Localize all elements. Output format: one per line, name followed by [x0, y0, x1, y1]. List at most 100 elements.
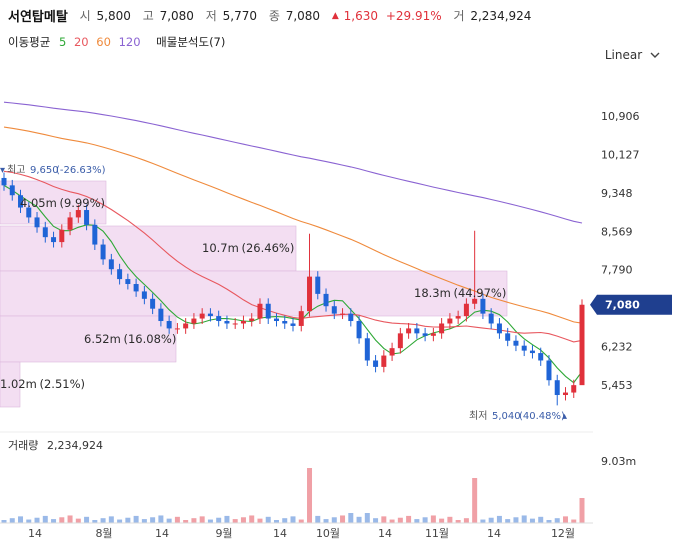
change-value: 1,630 — [343, 8, 378, 23]
volume-bar — [340, 515, 346, 523]
volume-bar — [174, 516, 180, 523]
volume-profile-volume: 10.7m — [202, 241, 239, 255]
candle-body — [191, 318, 197, 324]
high-label: 고 — [142, 9, 154, 23]
volume-bar — [488, 517, 494, 523]
candle-body — [562, 392, 568, 396]
candle-body — [26, 207, 32, 218]
volume-bar — [422, 517, 428, 523]
volume-bar — [513, 517, 519, 523]
candle-body — [1, 177, 7, 186]
open-label: 시 — [79, 9, 91, 23]
change-up-icon: ▲ — [331, 10, 339, 21]
candle-body — [397, 333, 403, 349]
volume-bar — [472, 478, 478, 523]
candle-body — [554, 380, 560, 396]
volume-bar — [1, 520, 7, 523]
candle-body — [51, 237, 57, 243]
volume-bar — [199, 516, 205, 523]
volume-bar — [59, 517, 65, 523]
candle-body — [455, 316, 461, 319]
candle-body — [92, 224, 98, 245]
volume-bar — [364, 513, 370, 523]
volume-bar — [546, 520, 552, 523]
candle-body — [75, 210, 81, 218]
volume-bar — [290, 516, 296, 523]
volume-profile-band — [0, 361, 21, 408]
high-marker-label: 최고 — [7, 164, 25, 176]
candle-body — [240, 321, 246, 324]
volume-profile-label[interactable]: 매물분석도(7) — [156, 35, 226, 49]
volume-bar — [265, 516, 271, 523]
candle-body — [463, 303, 469, 317]
candle-body — [9, 185, 15, 196]
volume-profile — [0, 180, 508, 408]
candle-body — [84, 210, 90, 225]
x-tick-label: 14 — [378, 527, 392, 540]
volume-profile-percent: (2.51%) — [40, 377, 86, 391]
x-tick-label: 14 — [28, 527, 42, 540]
time-axis: 14 8월 14 9월 14 10월 14 11월 14 12월 — [0, 522, 593, 540]
volume-value: 2,234,924 — [470, 8, 532, 23]
volume-bar — [42, 515, 48, 523]
chart-labels: ▾ 최고 9,650(-26.63%) 최저 5,040(40.48%)▴ 4.05m (9… — [0, 164, 567, 422]
price-tick-label: 6,232 — [601, 341, 633, 354]
candle-body — [538, 353, 544, 361]
stock-header: 서연탑메탈 시 5,800 고 7,080 저 5,770 종 7,080 ▲ … — [0, 0, 678, 50]
volume-bar — [439, 518, 445, 523]
volume-profile-volume: 18.3m — [414, 286, 451, 300]
volume-bar — [480, 519, 486, 523]
volume-bar — [51, 519, 57, 523]
ma5-label: 5 — [58, 35, 67, 49]
volume-bar — [463, 518, 469, 523]
x-tick-label: 12월 — [551, 527, 575, 540]
moving-average-label[interactable]: 이동평균 — [8, 35, 51, 49]
candle-body — [290, 323, 296, 326]
volume-bar — [455, 520, 461, 523]
candle-body — [183, 323, 189, 329]
volume-panel: 거래량 2,234,924 9.03m — [0, 431, 636, 523]
scale-mode-dropdown[interactable]: Linear — [605, 48, 660, 62]
volume-bar — [496, 515, 502, 523]
price-tick-label: 10,127 — [601, 148, 640, 161]
candle-body — [199, 313, 205, 319]
high-marker-value: 9,650 — [30, 165, 59, 176]
volume-bar — [158, 515, 164, 523]
candle-body — [579, 304, 585, 386]
volume-bar — [373, 518, 379, 523]
candle-body — [224, 321, 230, 324]
volume-bar — [183, 520, 189, 523]
indicator-legend[interactable]: 이동평균 5 20 60 120 매물분석도(7) — [8, 34, 225, 50]
stock-name[interactable]: 서연탑메탈 — [8, 10, 68, 25]
candle-body — [117, 269, 123, 280]
candle-body — [59, 229, 65, 243]
candle-body — [381, 355, 387, 367]
change-percent: +29.91% — [385, 8, 442, 23]
volume-bar — [414, 519, 420, 523]
volume-bar — [75, 518, 81, 523]
low-marker-percent: (40.48%) — [519, 411, 565, 422]
volume-bar — [307, 468, 313, 523]
x-tick-label: 9월 — [215, 527, 232, 540]
volume-bar — [356, 516, 362, 523]
price-tick-label: 8,569 — [601, 225, 633, 238]
current-price-label: 7,080 — [605, 299, 640, 312]
current-price-tag — [590, 294, 672, 315]
open-value: 5,800 — [96, 8, 131, 23]
candle-body — [249, 318, 255, 322]
low-label: 저 — [205, 9, 217, 23]
candle-body — [496, 323, 502, 334]
price-tick-label: 7,790 — [601, 264, 633, 277]
candle-body — [108, 259, 114, 270]
candle-body — [331, 306, 337, 314]
candle-body — [216, 316, 222, 322]
volume-profile-volume: 1.02m — [0, 377, 37, 391]
volume-bar — [125, 517, 131, 523]
x-tick-label: 14 — [273, 527, 287, 540]
close-value: 7,080 — [285, 8, 321, 23]
volume-bar — [18, 516, 24, 523]
volume-bar — [554, 518, 560, 523]
volume-profile-percent: (26.46%) — [242, 241, 295, 255]
volume-bar — [505, 519, 511, 523]
